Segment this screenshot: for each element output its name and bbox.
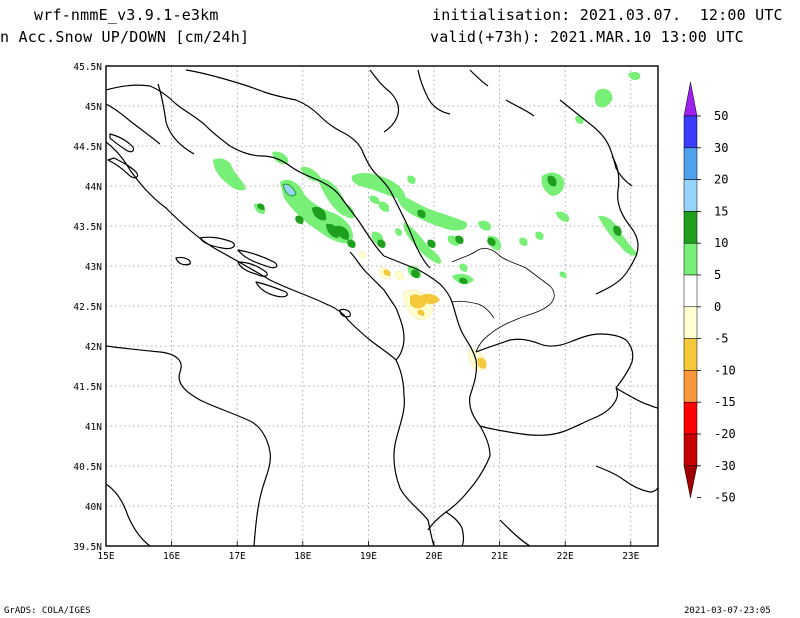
lat-tick-label: 43.5N [73,222,102,233]
colorbar-segment [683,147,698,180]
colorbar-label: 20 [714,173,728,187]
lon-tick-label: 21E [491,551,508,562]
snow-shading [213,71,641,371]
colorbar-label: -10 [714,363,736,377]
snow-increase-5-10 [213,71,641,285]
colorbar-label: 5 [714,268,721,282]
map-gridlines [106,66,658,546]
colorbar-segment [683,211,698,244]
colorbar-segment [683,401,698,435]
colorbar-segment [683,338,698,371]
lat-tick-label: 42N [85,342,102,353]
colorbar-label: -20 [714,427,736,441]
lon-tick-label: 23E [622,551,639,562]
lon-tick-label: 18E [294,551,311,562]
map-frame [105,65,659,547]
lat-tick-label: 44N [85,182,102,193]
colorbar-segment [683,274,698,308]
colorbar-top-arrow [683,81,698,117]
lat-tick-label: 45.5N [73,62,102,73]
lat-tick-label: 45N [85,102,102,113]
snow-increase-10-15 [257,175,622,284]
colorbar-label: 10 [714,236,728,250]
longitude-labels: 15E 16E 17E 18E 19E 20E 21E 22E 23E [97,551,639,562]
colorbar-label: 0 [714,300,721,314]
lon-tick-label: 16E [163,551,180,562]
lat-tick-label: 44.5N [73,142,102,153]
country-borders [106,69,658,546]
colorbar-segment [683,306,698,339]
grads-credit: GrADS: COLA/IGES [4,606,91,616]
lat-tick-label: 41N [85,422,102,433]
colorbar-segment [683,242,698,276]
valid-time: valid(+73h): 2021.MAR.10 13:00 UTC [430,28,744,46]
colorbar-label: -50 [714,491,736,505]
lat-tick-label: 39.5N [73,542,102,553]
lon-tick-label: 17E [229,551,246,562]
colorbar-label: 30 [714,141,728,155]
lon-tick-label: 22E [557,551,574,562]
snow-increase-15-20 [282,183,297,197]
colorbar-segment [683,115,698,149]
colorbar-label: -5 [714,332,728,346]
lat-tick-label: 41.5N [73,382,102,393]
colorbar-label: -30 [714,459,736,473]
colorbar-segment [683,179,698,212]
colorbar-label: -15 [714,395,736,409]
generation-timestamp: 2021-03-07-23:05 [684,606,771,616]
lon-tick-label: 15E [97,551,114,562]
lon-tick-label: 19E [360,551,377,562]
colorbar-label: 50 [714,109,728,123]
lat-tick-label: 43N [85,262,102,273]
colorbar-segment [683,370,698,403]
lon-tick-label: 20E [425,551,442,562]
lat-tick-label: 40N [85,502,102,513]
colorbar-label: 15 [714,204,728,218]
latitude-labels: 45.5N 45N 44.5N 44N 43.5N 43N 42.5N 42N 41.5N 41N… [73,62,102,553]
variable-title: n Acc.Snow UP/DOWN [cm/24h] [0,28,250,46]
lat-tick-label: 40.5N [73,462,102,473]
colorbar-bottom-arrow [683,465,698,498]
snow-decrease-10-15 [383,269,487,369]
initialisation-time: initialisation: 2021.03.07. 12:00 UTC [432,6,783,24]
colorbar-segment [683,433,698,467]
lat-tick-label: 42.5N [73,302,102,313]
model-title: wrf-nmmE_v3.9.1-e3km [34,6,219,24]
